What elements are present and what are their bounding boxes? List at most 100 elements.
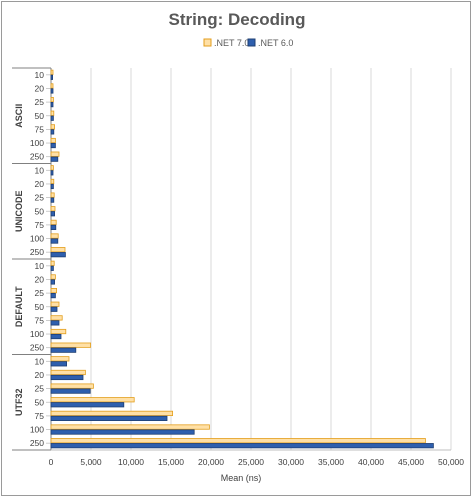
bar-net7 — [50, 438, 426, 444]
x-tick-label: 45,000 — [398, 457, 424, 467]
bar-net6 — [50, 142, 56, 149]
category-label: 250 — [30, 152, 44, 162]
category-label: 75 — [35, 315, 45, 325]
bar-net7 — [50, 383, 94, 389]
category-label: 25 — [35, 193, 45, 203]
legend-label-net6: .NET 6.0 — [258, 38, 293, 48]
bar-net6 — [50, 265, 54, 271]
bar-net7 — [50, 233, 59, 239]
category-label: 20 — [35, 274, 45, 284]
category-labels: 10 20 25 50 75 100 250 10 20 25 50 75 100 250 10 20 25 50… — [30, 70, 44, 448]
bar-net6 — [50, 402, 125, 408]
x-tick-label: 10,000 — [118, 457, 144, 467]
category-label: 25 — [35, 288, 45, 298]
group-label: ASCII — [14, 104, 24, 128]
bar-net7 — [50, 178, 55, 185]
bar-net7 — [50, 97, 54, 103]
bar-net6 — [50, 74, 54, 80]
x-tick-labels: 0 5,000 10,000 15,000 20,000 25,000 30,000 35,0… — [49, 457, 465, 467]
x-tick-label: 50,000 — [438, 457, 464, 467]
bar-net6 — [50, 293, 56, 299]
category-label: 10 — [35, 261, 45, 271]
category-label: 100 — [30, 138, 44, 148]
category-label: 25 — [35, 384, 45, 394]
category-label: 10 — [35, 165, 45, 175]
bar-net7 — [50, 315, 63, 321]
legend: .NET 7.0 .NET 6.0 — [203, 38, 293, 48]
x-tick-label: 20,000 — [198, 457, 224, 467]
category-label: 20 — [35, 370, 45, 380]
x-tick-label: 40,000 — [358, 457, 384, 467]
bar-net7 — [50, 301, 60, 307]
bar-net6 — [50, 388, 91, 394]
x-tick-label: 35,000 — [318, 457, 344, 467]
bar-net7 — [50, 274, 56, 280]
category-label: 10 — [35, 356, 45, 366]
bar-net6 — [50, 320, 60, 326]
bar-net6 — [50, 102, 54, 108]
bar-net7 — [50, 137, 56, 144]
bar-net7 — [50, 206, 56, 212]
x-tick-label: 15,000 — [158, 457, 184, 467]
category-label: 100 — [30, 234, 44, 244]
bar-net6 — [50, 224, 57, 230]
category-label: 20 — [35, 83, 45, 93]
bar-net6 — [50, 252, 66, 258]
category-label: 10 — [35, 70, 45, 80]
bar-net6 — [50, 443, 434, 449]
bar-net6 — [50, 429, 195, 435]
bar-net7 — [50, 369, 86, 376]
group-labels: ASCII UNICODE DEFAULT UTF32 — [14, 104, 24, 416]
category-label: 20 — [35, 179, 45, 189]
gridlines — [90, 68, 452, 450]
bar-net6 — [50, 129, 55, 135]
category-label: 100 — [30, 425, 44, 435]
bar-net7 — [50, 165, 54, 171]
bar-net7 — [50, 397, 135, 403]
bar-net7 — [50, 151, 60, 157]
group-label: DEFAULT — [14, 286, 24, 327]
bar-net6 — [50, 333, 62, 340]
bar-net6 — [50, 197, 55, 203]
category-label: 250 — [30, 438, 44, 448]
bar-net6 — [50, 415, 168, 421]
bars — [50, 69, 434, 449]
bar-net7 — [50, 288, 57, 294]
category-label: 50 — [35, 302, 45, 312]
bar-net7 — [50, 192, 55, 198]
bar-net7 — [50, 110, 55, 116]
category-label: 75 — [35, 124, 45, 134]
bar-net6 — [50, 183, 54, 190]
bar-net6 — [50, 374, 84, 381]
category-label: 25 — [35, 97, 45, 107]
bar-net7 — [50, 124, 55, 130]
bar-net7 — [50, 260, 55, 266]
legend-swatch-net7 — [203, 38, 212, 47]
legend-swatch-net6 — [247, 38, 256, 47]
bar-net6 — [50, 170, 54, 176]
bar-net6 — [50, 115, 54, 121]
x-tick-label: 30,000 — [278, 457, 304, 467]
bar-net6 — [50, 306, 58, 312]
bar-net6 — [50, 211, 55, 217]
bar-net7 — [50, 247, 66, 253]
bar-net6 — [50, 88, 54, 94]
bar-net7 — [50, 219, 57, 225]
x-axis-title: Mean (ns) — [221, 473, 262, 483]
bar-net7 — [50, 328, 67, 335]
bar-net7 — [50, 410, 173, 416]
category-label: 100 — [30, 329, 44, 339]
bar-net7 — [50, 342, 91, 348]
bar-net6 — [50, 347, 77, 353]
x-tick-label: 5,000 — [80, 457, 102, 467]
bar-net6 — [50, 238, 59, 244]
chart-title: String: Decoding — [169, 10, 306, 29]
category-label: 75 — [35, 220, 45, 230]
category-label: 250 — [30, 247, 44, 257]
group-label: UNICODE — [14, 190, 24, 232]
bar-net7 — [50, 424, 210, 430]
legend-label-net7: .NET 7.0 — [214, 38, 249, 48]
category-label: 50 — [35, 206, 45, 216]
